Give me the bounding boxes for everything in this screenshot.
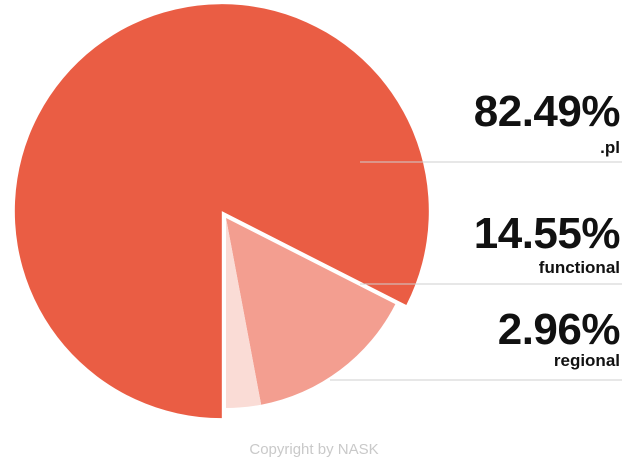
- slice-label-regional-percent: 2.96%: [497, 305, 621, 354]
- pie-slice-functional: [226, 218, 396, 405]
- slice-label-regional-category: regional: [553, 351, 620, 370]
- slice-label-functional-category: functional: [538, 258, 620, 277]
- slice-label-pl-category: .pl: [600, 138, 620, 157]
- slice-label-functional-percent: 14.55%: [473, 209, 621, 258]
- leader-lines: [330, 161, 622, 381]
- pie-slices: [14, 4, 429, 419]
- slice-label-pl-percent: 82.49%: [473, 87, 621, 136]
- pie-slice-pl: [14, 4, 429, 419]
- copyright-footer: Copyright by NASK: [249, 441, 379, 458]
- pie-slice-regional: [226, 218, 262, 408]
